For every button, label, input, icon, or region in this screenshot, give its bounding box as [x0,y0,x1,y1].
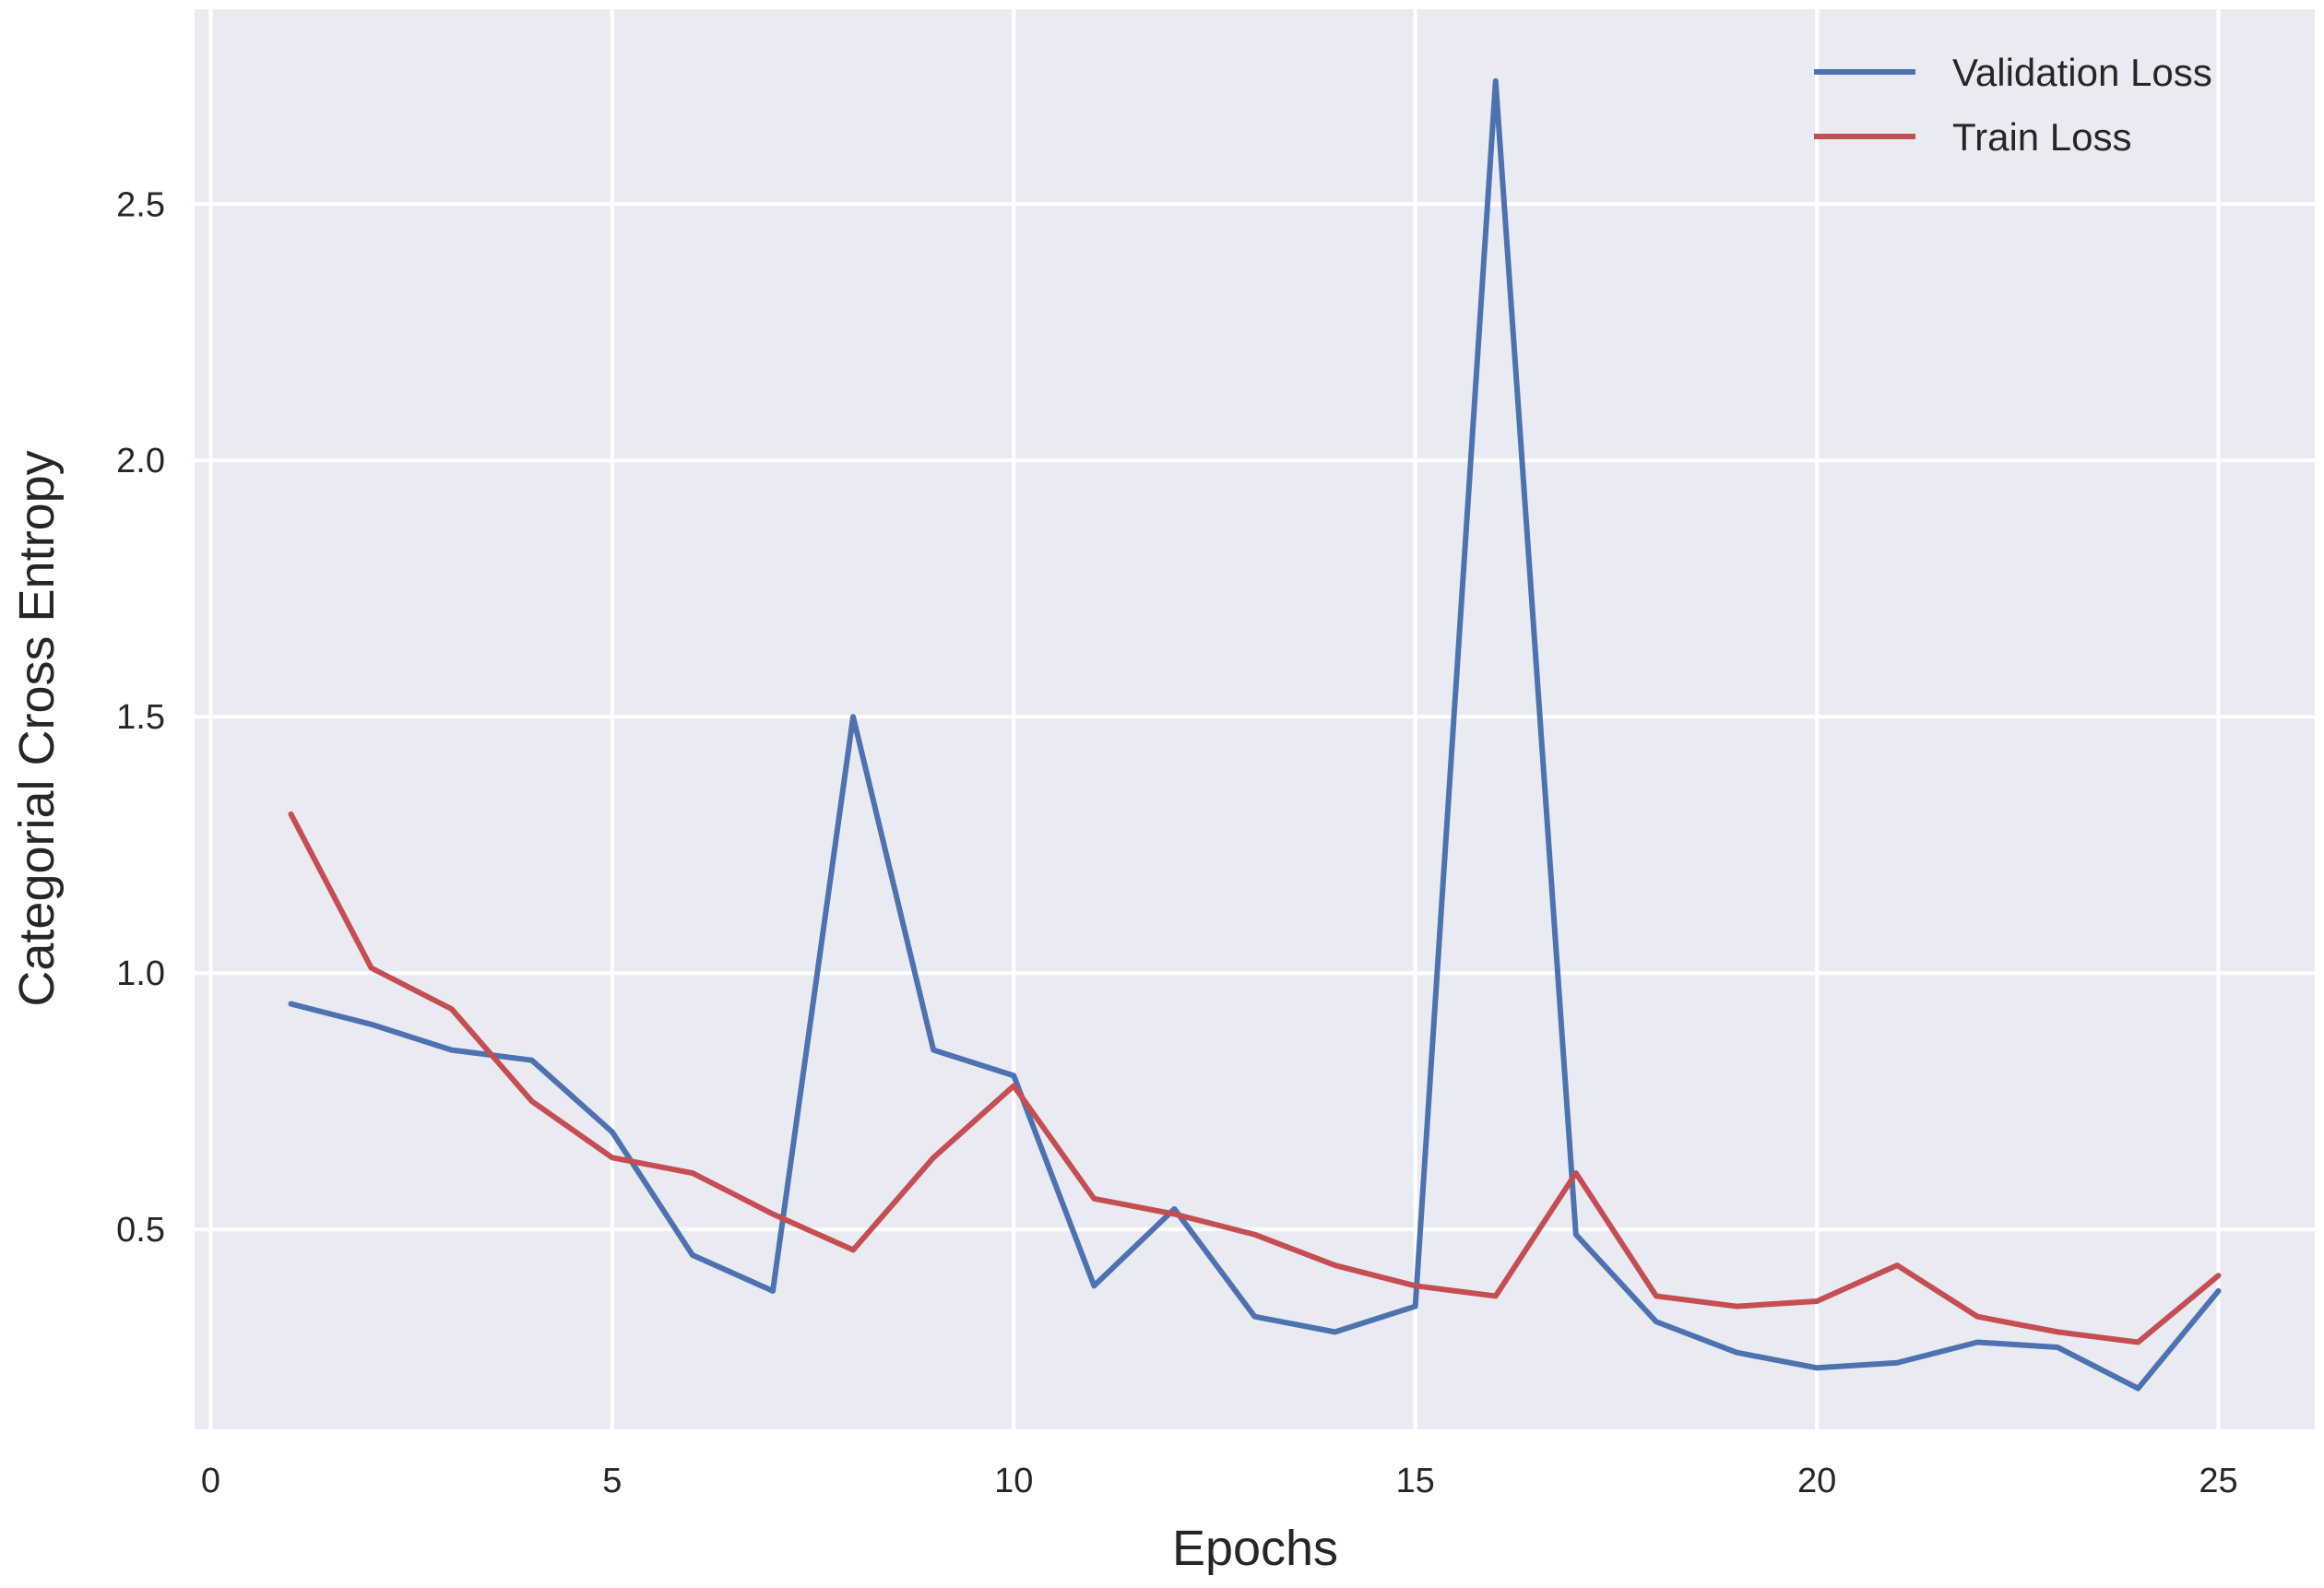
data-point [2136,1340,2140,1345]
data-point [1333,1263,1337,1268]
x-tick-label: 25 [2199,1462,2237,1500]
data-point [1092,1196,1097,1201]
data-point [529,1058,534,1062]
data-point [289,1001,293,1006]
x-tick-label: 15 [1396,1462,1435,1500]
y-tick-label: 1.0 [116,954,165,993]
legend-label: Validation Loss [1952,51,2212,94]
data-point [1654,1294,1658,1298]
y-tick-labels: 0.5 1.0 1.5 2.0 2.5 [116,185,165,1250]
y-tick-label: 0.5 [116,1211,165,1250]
data-point [2136,1386,2140,1391]
series-lines [288,77,2222,1392]
x-tick-label: 0 [201,1462,220,1500]
data-point [449,1007,454,1012]
data-point [931,1155,936,1160]
data-point [610,1155,614,1160]
data-point [1735,1304,1738,1309]
data-point [1493,78,1498,83]
x-tick-labels: 0 5 10 15 20 25 [201,1462,2238,1500]
data-point [1493,1294,1498,1298]
data-point [529,1099,534,1104]
data-point [1172,1206,1177,1211]
data-point [851,715,856,719]
data-point [369,1022,374,1026]
data-point [449,1048,454,1052]
data-point [851,1248,856,1252]
y-axis-label: Categorial Cross Entropy [9,450,65,1006]
legend: Validation Loss Train Loss [1814,51,2212,159]
data-point [1172,1212,1177,1216]
x-axis-label: Epochs [1172,1521,1338,1576]
data-point [1252,1314,1257,1319]
data-point [1413,1304,1417,1309]
data-point [2056,1345,2060,1350]
data-point [1895,1360,1900,1365]
data-point [1815,1366,1820,1370]
x-tick-label: 5 [602,1462,622,1500]
y-tick-label: 1.5 [116,698,165,737]
data-point [1012,1084,1016,1088]
data-point [369,966,374,970]
data-point [931,1048,936,1052]
data-point [1413,1284,1417,1288]
data-point [771,1288,775,1293]
data-point [1333,1330,1337,1334]
data-point [2216,1288,2221,1293]
data-point [1654,1320,1658,1324]
data-point [2056,1330,2060,1334]
data-point [771,1212,775,1216]
data-point [1815,1299,1820,1304]
data-point [1975,1314,1980,1319]
data-point [690,1171,694,1176]
legend-label: Train Loss [1952,115,2132,159]
data-point [1092,1284,1097,1288]
data-point [690,1252,694,1257]
data-point [1252,1232,1257,1237]
x-tick-label: 10 [994,1462,1033,1500]
data-point [1012,1073,1016,1078]
data-point [1895,1263,1900,1268]
data-point [1735,1350,1738,1355]
data-point [1975,1340,1980,1345]
x-tick-label: 20 [1797,1462,1836,1500]
grid-lines [195,9,2315,1429]
data-point [2216,1274,2221,1278]
data-point [1573,1171,1578,1176]
data-point [1573,1232,1578,1237]
data-point [610,1130,614,1134]
data-point [289,812,293,816]
plot-background [195,9,2315,1429]
y-tick-label: 2.5 [116,185,165,224]
y-tick-label: 2.0 [116,442,165,480]
